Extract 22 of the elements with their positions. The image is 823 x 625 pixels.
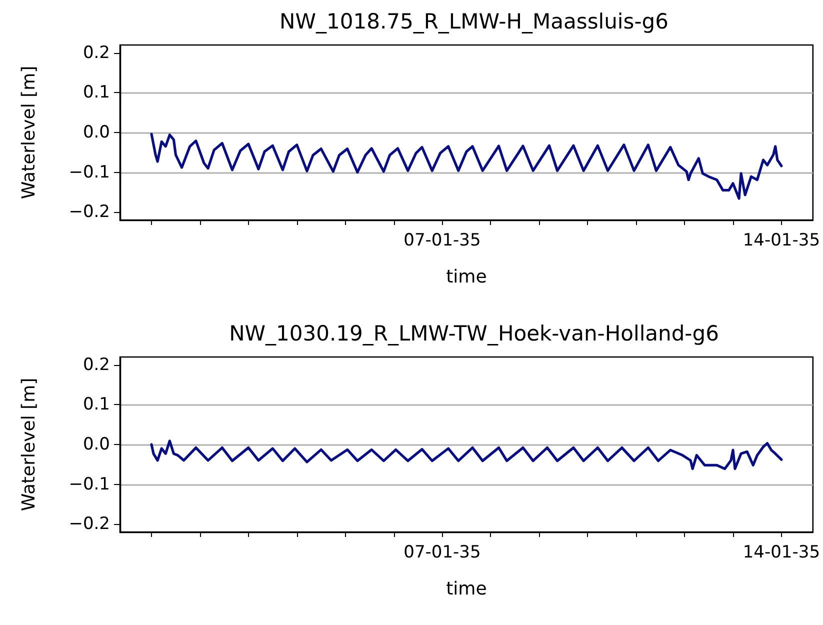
y-tick-label: −0.2 [68, 514, 110, 534]
y-tick-label: 0.1 [82, 82, 110, 103]
x-axis-title: time [446, 578, 487, 600]
y-tick-label: 0.2 [82, 42, 110, 63]
y-axis-title: Waterlevel [m] [18, 378, 40, 512]
y-axis-title: Waterlevel [m] [18, 66, 40, 200]
y-tick-label: 0.0 [82, 434, 110, 454]
x-tick-label: 14-01-35 [742, 230, 820, 250]
y-tick-label: 0.2 [82, 354, 110, 375]
x-tick-label: 07-01-35 [404, 542, 481, 562]
y-tick-label: −0.1 [68, 474, 110, 494]
chart-title: NW_1030.19_R_LMW-TW_Hoek-van-Holland-g6 [229, 322, 719, 346]
line-series [150, 132, 783, 200]
y-tick-label: 0.0 [82, 122, 110, 142]
y-tick-label: −0.1 [68, 162, 110, 182]
x-axis-title: time [446, 266, 487, 288]
line-series [150, 440, 783, 470]
x-tick-label: 14-01-35 [742, 542, 820, 562]
x-tick-label: 07-01-35 [404, 230, 481, 250]
y-tick-label: −0.2 [68, 202, 110, 222]
chart-title: NW_1018.75_R_LMW-H_Maassluis-g6 [280, 10, 668, 34]
y-tick-label: 0.1 [82, 394, 110, 415]
